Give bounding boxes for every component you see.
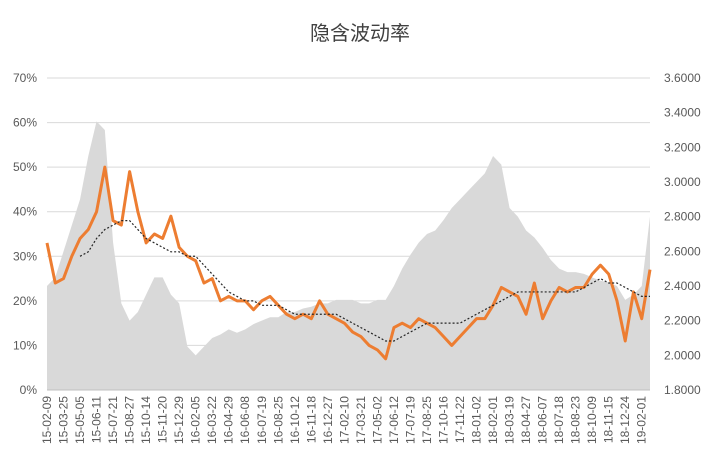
x-tick-label: 18-11-15 — [602, 396, 616, 443]
x-tick-label: 17-05-02 — [370, 396, 384, 444]
x-tick-label: 18-03-19 — [503, 396, 517, 444]
x-tick-label: 18-06-07 — [536, 396, 550, 444]
x-tick-label: 15-10-14 — [139, 396, 153, 444]
x-tick-label: 17-02-10 — [337, 396, 351, 444]
x-tick-label: 18-01-02 — [470, 396, 484, 444]
line — [45, 165, 652, 361]
y2-tick-label: 2.0000 — [664, 348, 701, 362]
x-tick-label: 16-04-29 — [222, 396, 236, 444]
y-tick-label: 40% — [13, 205, 37, 219]
x-tick-label: 16-07-19 — [255, 396, 269, 444]
y2-tick-label: 1.8000 — [664, 383, 701, 397]
x-tick-label: 16-03-22 — [205, 396, 219, 444]
x-tick-label: 18-02-01 — [486, 396, 500, 444]
chart-title: 隐含波动率 — [310, 22, 410, 45]
y-tick-label: 60% — [13, 116, 37, 130]
x-tick-label: 17-11-22 — [453, 396, 467, 443]
x-tick-label: 15-12-29 — [172, 396, 186, 444]
y2-tick-label: 2.8000 — [664, 210, 701, 224]
x-tick-label: 16-10-12 — [288, 396, 302, 444]
x-tick-label: 15-08-27 — [123, 396, 137, 444]
x-tick-label: 17-07-19 — [403, 396, 417, 444]
x-tick-label: 15-07-21 — [106, 396, 120, 444]
y2-tick-label: 3.4000 — [664, 106, 701, 120]
y2-tick-label: 2.2000 — [664, 314, 701, 328]
x-tick-label: 17-08-25 — [420, 396, 434, 444]
x-tick-label: 17-06-12 — [387, 396, 401, 444]
y2-tick-label: 3.2000 — [664, 140, 701, 154]
x-tick-label: 18-08-23 — [569, 396, 583, 444]
y-tick-label: 50% — [13, 160, 37, 174]
y2-tick-label: 2.6000 — [664, 244, 701, 258]
x-tick-label: 17-03-21 — [354, 396, 368, 444]
x-tick-label: 18-12-24 — [618, 396, 632, 444]
x-tick-label: 18-04-27 — [519, 396, 533, 444]
y2-tick-label: 3.6000 — [664, 71, 701, 85]
x-tick-label: 19-02-01 — [635, 396, 649, 444]
x-tick-label: 16-11-18 — [304, 396, 318, 443]
y2-tick-label: 3.0000 — [664, 175, 701, 189]
x-tick-label: 18-07-18 — [552, 396, 566, 444]
y-tick-label: 70% — [13, 71, 37, 85]
y-tick-label: 30% — [13, 249, 37, 263]
trend-line — [79, 220, 650, 342]
x-tick-label: 18-10-09 — [585, 396, 599, 444]
area — [47, 121, 650, 390]
x-tick-label: 17-10-16 — [436, 396, 450, 444]
x-tick-label: 15-03-25 — [57, 396, 71, 444]
x-tick-label: 16-06-08 — [238, 396, 252, 444]
y-tick-label: 0% — [20, 383, 38, 397]
x-tick-label: 15-06-11 — [90, 396, 104, 443]
x-tick-label: 15-05-05 — [73, 396, 87, 444]
x-tick-label: 15-02-09 — [40, 396, 54, 444]
y-tick-label: 10% — [13, 338, 37, 352]
x-tick-label: 15-11-20 — [156, 396, 170, 443]
x-tick-label: 16-02-05 — [189, 396, 203, 444]
y-tick-label: 20% — [13, 294, 37, 308]
x-tick-label: 16-08-25 — [271, 396, 285, 444]
y2-tick-label: 2.4000 — [664, 279, 701, 293]
x-tick-label: 16-12-27 — [321, 396, 335, 444]
